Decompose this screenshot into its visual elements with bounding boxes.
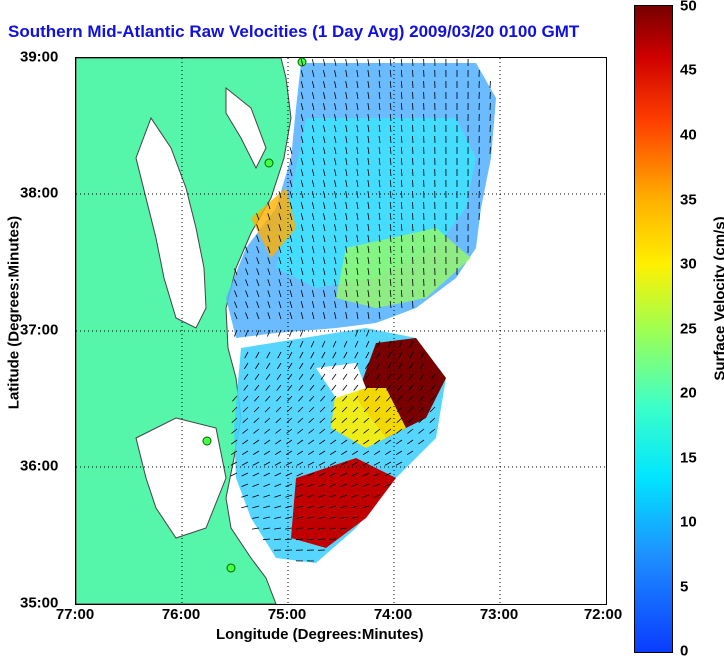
cbar-tick-2: 40 xyxy=(680,127,697,144)
velocity-arrow xyxy=(413,81,414,88)
x-tick-0: 77:00 xyxy=(56,606,94,623)
velocity-arrow xyxy=(413,235,414,242)
velocity-arrow xyxy=(413,103,414,110)
cbar-tick-5: 25 xyxy=(680,321,697,338)
cbar-tick-1: 45 xyxy=(680,62,697,79)
velocity-arrow xyxy=(290,147,292,154)
velocity-arrow xyxy=(413,158,414,165)
colorbar xyxy=(634,5,673,653)
velocity-arrow xyxy=(413,202,414,209)
colorbar-label: Surface Velocity (cm/s) xyxy=(712,199,724,399)
x-tick-4: 73:00 xyxy=(480,606,518,623)
velocity-arrow xyxy=(413,279,414,286)
velocity-arrow xyxy=(413,191,414,198)
velocity-arrow xyxy=(413,180,414,187)
y-tick-2: 37:00 xyxy=(20,322,58,339)
map-title: Southern Mid-Atlantic Raw Velocities (1 … xyxy=(8,22,579,42)
velocity-arrow xyxy=(413,257,414,264)
cbar-tick-3: 35 xyxy=(680,192,697,209)
cbar-tick-4: 30 xyxy=(680,256,697,273)
velocity-arrow xyxy=(413,246,414,253)
x-tick-1: 76:00 xyxy=(162,606,200,623)
x-tick-3: 74:00 xyxy=(374,606,412,623)
velocity-arrow xyxy=(413,125,414,132)
cbar-tick-10: 0 xyxy=(680,643,688,660)
velocity-arrow xyxy=(413,268,414,275)
velocity-arrow xyxy=(413,92,414,99)
velocity-arrow xyxy=(413,301,414,308)
x-tick-5: 72:00 xyxy=(584,606,622,623)
x-tick-2: 75:00 xyxy=(268,606,306,623)
velocity-arrow xyxy=(413,213,414,220)
velocity-arrow xyxy=(413,224,414,231)
velocity-arrow xyxy=(413,114,414,121)
velocity-arrow xyxy=(413,136,414,143)
cbar-tick-6: 20 xyxy=(680,385,697,402)
velocity-arrow xyxy=(413,147,414,154)
y-tick-1: 38:00 xyxy=(20,185,58,202)
y-tick-3: 36:00 xyxy=(20,458,58,475)
velocity-arrow xyxy=(413,169,414,176)
cbar-tick-8: 10 xyxy=(680,514,697,531)
velocity-arrow xyxy=(413,290,414,297)
cbar-tick-9: 5 xyxy=(680,579,688,596)
x-axis-label: Longitude (Degrees:Minutes) xyxy=(216,626,424,643)
map-plot-area[interactable] xyxy=(75,57,607,605)
velocity-arrow xyxy=(413,59,414,66)
cbar-tick-7: 15 xyxy=(680,450,697,467)
y-tick-0: 39:00 xyxy=(20,49,58,66)
y-axis-label: Latitude (Degrees:Minutes) xyxy=(6,213,23,413)
velocity-arrow xyxy=(413,70,414,77)
cbar-tick-0: 50 xyxy=(680,0,697,15)
y-tick-4: 35:00 xyxy=(20,595,58,612)
